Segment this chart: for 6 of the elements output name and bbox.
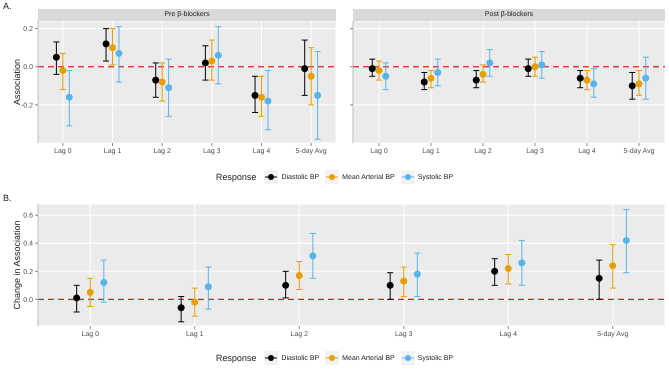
text: B. <box>3 193 12 203</box>
legend-title: Response <box>216 172 256 182</box>
text: A. <box>3 1 12 11</box>
legend-title: Response <box>216 353 256 363</box>
y-axis-title: Change in Association <box>12 220 22 310</box>
y-axis-title: Association <box>12 58 22 106</box>
